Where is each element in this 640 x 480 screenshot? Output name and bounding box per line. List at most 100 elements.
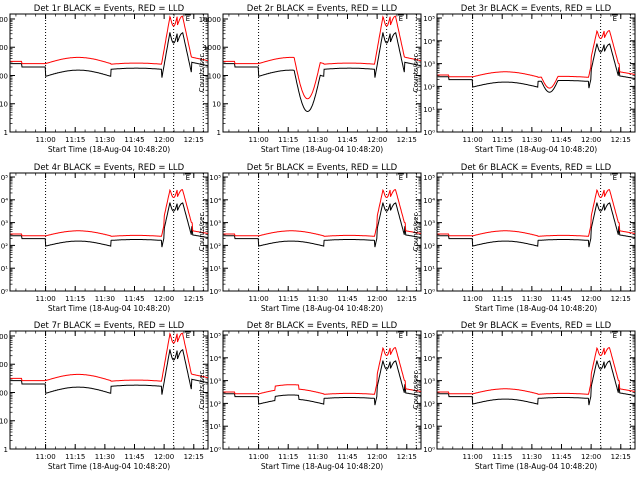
e-marker-label: E bbox=[399, 15, 403, 23]
y-tick-label: 1 bbox=[217, 129, 221, 137]
x-tick-label: 11:30 bbox=[522, 136, 542, 144]
y-tick-label: 10¹ bbox=[423, 106, 435, 114]
y-tick-label: 10⁴ bbox=[209, 197, 221, 205]
x-tick-label: 11:15 bbox=[278, 136, 298, 144]
x-tick-label: 12:15 bbox=[611, 295, 631, 303]
y-tick-label: 10¹ bbox=[423, 423, 435, 431]
y-tick-label: 10⁰ bbox=[209, 446, 221, 454]
det-7r-panel: Det 7r BLACK = Events, RED = LLD 1 10 100 10… bbox=[0, 321, 209, 471]
x-tick-label: 11:30 bbox=[308, 136, 328, 144]
chart-title: Det 8r BLACK = Events, RED = LLD bbox=[247, 321, 398, 331]
x-tick-label: 12:15 bbox=[397, 453, 417, 461]
lld-series-line bbox=[223, 346, 421, 395]
x-tick-label: 12:15 bbox=[611, 453, 631, 461]
x-tick-label: 11:30 bbox=[95, 295, 115, 303]
e-marker-label: E bbox=[186, 174, 190, 182]
events-series-line bbox=[223, 202, 421, 248]
x-tick-label: 11:30 bbox=[522, 453, 542, 461]
e-marker-label: E bbox=[186, 15, 190, 23]
y-tick-label: 10⁴ bbox=[0, 197, 8, 205]
x-tick-label: 12:15 bbox=[397, 136, 417, 144]
det-2r-panel: Det 2r BLACK = Events, RED = LLD 1 10 100 10… bbox=[198, 4, 422, 154]
y-tick-label: 1000 bbox=[0, 361, 8, 369]
y-tick-label: 10² bbox=[0, 242, 8, 250]
x-tick-label: 12:00 bbox=[154, 453, 174, 461]
x-axis-label: Start Time (18-Aug-04 10:48:20) bbox=[475, 145, 597, 154]
plot-frame bbox=[436, 330, 636, 450]
x-tick-label: 12:15 bbox=[611, 136, 631, 144]
plot-frame bbox=[222, 330, 422, 450]
x-tick-label: 11:45 bbox=[124, 453, 144, 461]
events-series-line bbox=[223, 31, 421, 113]
y-tick-label: 10⁰ bbox=[209, 288, 221, 296]
x-tick-label: 11:00 bbox=[248, 295, 268, 303]
det-3r-panel: Det 3r BLACK = Events, RED = LLD 10⁰ 10¹ 10… bbox=[412, 4, 636, 154]
e-marker-label: E bbox=[613, 332, 617, 340]
y-tick-label: 10 bbox=[0, 418, 8, 426]
y-tick-label: 1 bbox=[4, 129, 8, 137]
x-tick-label: 11:45 bbox=[551, 295, 571, 303]
x-axis-label: Start Time (18-Aug-04 10:48:20) bbox=[48, 304, 170, 313]
y-tick-label: 10² bbox=[423, 242, 435, 250]
lld-series-line bbox=[437, 29, 635, 89]
x-tick-label: 12:00 bbox=[154, 295, 174, 303]
y-tick-label: 10⁵ bbox=[0, 174, 8, 182]
x-tick-label: 11:15 bbox=[278, 453, 298, 461]
x-tick-label: 12:00 bbox=[367, 295, 387, 303]
y-tick-label: 10000 bbox=[199, 16, 221, 24]
y-tick-label: 10⁰ bbox=[423, 129, 435, 137]
e-marker-label: E bbox=[613, 174, 617, 182]
lld-series-line bbox=[223, 188, 421, 237]
x-tick-label: 12:15 bbox=[184, 136, 204, 144]
y-tick-label: 10² bbox=[209, 242, 221, 250]
x-tick-label: 11:00 bbox=[462, 136, 482, 144]
lld-series-line bbox=[10, 188, 208, 237]
plot-frame bbox=[436, 172, 636, 292]
y-tick-label: 10 bbox=[212, 101, 221, 109]
x-tick-label: 11:45 bbox=[124, 295, 144, 303]
x-tick-label: 11:15 bbox=[65, 453, 85, 461]
x-tick-label: 11:15 bbox=[65, 295, 85, 303]
plot-frame bbox=[9, 330, 209, 450]
y-tick-label: 10⁴ bbox=[209, 355, 221, 363]
y-tick-label: 10⁵ bbox=[423, 332, 435, 340]
y-tick-label: 10² bbox=[209, 400, 221, 408]
x-tick-label: 11:00 bbox=[462, 295, 482, 303]
y-tick-label: 1000 bbox=[203, 44, 221, 52]
plot-frame bbox=[9, 13, 209, 133]
lld-series-line bbox=[10, 332, 208, 382]
events-series-line bbox=[437, 43, 635, 93]
x-tick-label: 11:45 bbox=[551, 136, 571, 144]
e-marker-label: E bbox=[399, 174, 403, 182]
x-tick-label: 11:15 bbox=[492, 295, 512, 303]
y-tick-label: 10³ bbox=[423, 61, 435, 69]
y-tick-label: 100 bbox=[0, 389, 8, 397]
events-series-line bbox=[10, 348, 208, 395]
x-tick-label: 11:15 bbox=[492, 136, 512, 144]
chart-title: Det 9r BLACK = Events, RED = LLD bbox=[461, 321, 612, 331]
x-tick-label: 12:00 bbox=[367, 453, 387, 461]
x-tick-label: 11:00 bbox=[248, 136, 268, 144]
y-tick-label: 10000 bbox=[0, 333, 8, 341]
x-tick-label: 11:00 bbox=[35, 295, 55, 303]
y-tick-label: 10² bbox=[423, 400, 435, 408]
y-axis-label: Counts/sec bbox=[412, 213, 420, 252]
y-axis-label: Counts/sec bbox=[198, 213, 206, 252]
x-tick-label: 11:00 bbox=[35, 453, 55, 461]
x-tick-label: 11:00 bbox=[462, 453, 482, 461]
chart-title: Det 5r BLACK = Events, RED = LLD bbox=[247, 163, 398, 173]
x-tick-label: 11:45 bbox=[124, 136, 144, 144]
x-tick-label: 12:00 bbox=[154, 136, 174, 144]
x-tick-label: 11:15 bbox=[492, 453, 512, 461]
x-tick-label: 11:45 bbox=[337, 453, 357, 461]
y-tick-label: 10³ bbox=[209, 378, 221, 386]
x-axis-label: Start Time (18-Aug-04 10:48:20) bbox=[475, 304, 597, 313]
x-tick-label: 12:15 bbox=[184, 453, 204, 461]
y-tick-label: 1000 bbox=[0, 44, 8, 52]
det-8r-panel: Det 8r BLACK = Events, RED = LLD 10⁰ 10¹ 10… bbox=[198, 321, 422, 471]
plot-frame bbox=[222, 13, 422, 133]
events-series-line bbox=[10, 31, 208, 78]
plot-frame bbox=[222, 172, 422, 292]
y-tick-label: 100 bbox=[0, 72, 8, 80]
